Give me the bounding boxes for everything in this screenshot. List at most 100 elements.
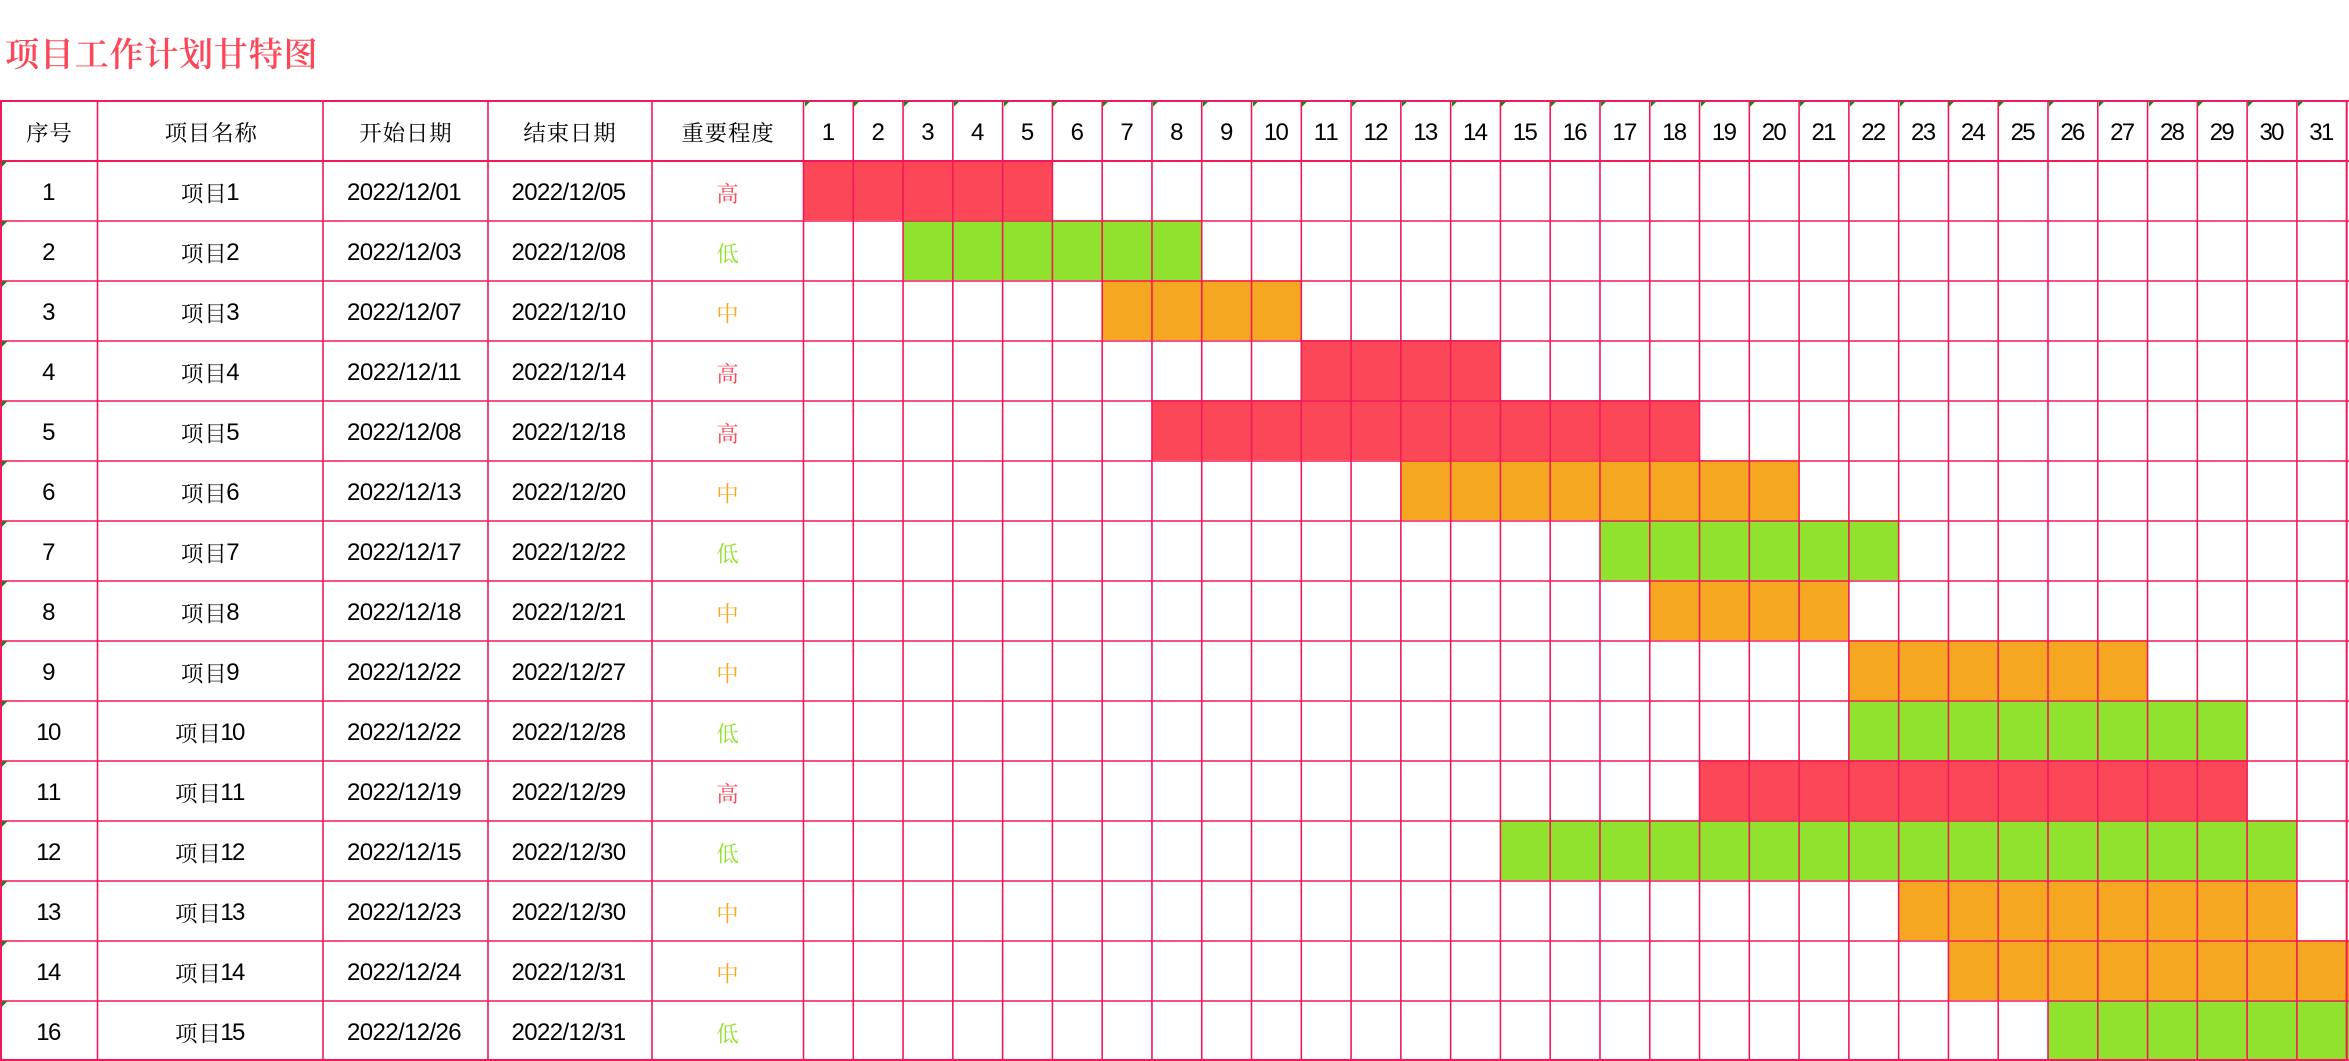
svg-text:1: 1 — [1363, 119, 1376, 146]
svg-text:0: 0 — [232, 719, 245, 746]
svg-text:3: 3 — [2309, 119, 2322, 146]
svg-text:2022/12/20: 2022/12/20 — [512, 479, 627, 506]
svg-text:2: 2 — [2060, 119, 2073, 146]
svg-text:9: 9 — [226, 659, 239, 686]
svg-text:4: 4 — [1972, 119, 1985, 146]
svg-text:6: 6 — [2072, 119, 2085, 146]
svg-text:5: 5 — [232, 1019, 245, 1046]
svg-text:1: 1 — [36, 959, 49, 986]
svg-text:6: 6 — [1071, 119, 1084, 146]
svg-text:2022/12/27: 2022/12/27 — [512, 659, 627, 686]
svg-text:3: 3 — [1425, 119, 1438, 146]
svg-text:9: 9 — [1724, 119, 1737, 146]
svg-text:4: 4 — [42, 359, 55, 386]
svg-text:0: 0 — [48, 719, 61, 746]
svg-text:1: 1 — [36, 1019, 49, 1046]
svg-text:8: 8 — [1674, 119, 1687, 146]
svg-text:2022/12/13: 2022/12/13 — [347, 479, 462, 506]
svg-text:1: 1 — [226, 179, 239, 206]
svg-text:2: 2 — [1911, 119, 1924, 146]
svg-text:6: 6 — [48, 1019, 61, 1046]
svg-text:3: 3 — [232, 899, 245, 926]
svg-text:2022/12/30: 2022/12/30 — [512, 839, 627, 866]
svg-text:2022/12/17: 2022/12/17 — [347, 539, 462, 566]
svg-text:1: 1 — [1563, 119, 1576, 146]
svg-text:3: 3 — [226, 299, 239, 326]
svg-text:2022/12/28: 2022/12/28 — [512, 719, 627, 746]
svg-text:2022/12/08: 2022/12/08 — [347, 419, 462, 446]
svg-text:5: 5 — [1021, 119, 1034, 146]
svg-text:2022/12/18: 2022/12/18 — [512, 419, 627, 446]
svg-text:8: 8 — [42, 599, 55, 626]
svg-text:6: 6 — [1574, 119, 1587, 146]
svg-text:4: 4 — [232, 959, 245, 986]
svg-text:2: 2 — [871, 119, 884, 146]
svg-text:7: 7 — [2122, 119, 2135, 146]
svg-text:6: 6 — [42, 479, 55, 506]
svg-text:2022/12/01: 2022/12/01 — [347, 179, 462, 206]
svg-text:4: 4 — [971, 119, 984, 146]
svg-text:0: 0 — [1276, 119, 1289, 146]
svg-text:2022/12/10: 2022/12/10 — [512, 299, 627, 326]
svg-text:0: 0 — [2271, 119, 2284, 146]
svg-text:7: 7 — [226, 539, 239, 566]
svg-text:1: 1 — [1513, 119, 1526, 146]
svg-text:3: 3 — [1923, 119, 1936, 146]
svg-text:2: 2 — [1873, 119, 1886, 146]
svg-text:3: 3 — [48, 899, 61, 926]
svg-text:9: 9 — [2221, 119, 2234, 146]
svg-text:1: 1 — [36, 779, 49, 806]
svg-text:2022/12/29: 2022/12/29 — [512, 779, 627, 806]
svg-text:3: 3 — [921, 119, 934, 146]
svg-text:2022/12/31: 2022/12/31 — [512, 1019, 627, 1046]
svg-text:9: 9 — [1220, 119, 1233, 146]
svg-text:3: 3 — [42, 299, 55, 326]
svg-text:4: 4 — [226, 359, 239, 386]
svg-text:2: 2 — [1375, 119, 1388, 146]
svg-text:1: 1 — [1264, 119, 1277, 146]
svg-text:1: 1 — [1325, 119, 1338, 146]
svg-text:2: 2 — [1811, 119, 1824, 146]
svg-text:2022/12/18: 2022/12/18 — [347, 599, 462, 626]
svg-text:2022/12/19: 2022/12/19 — [347, 779, 462, 806]
svg-text:1: 1 — [1413, 119, 1426, 146]
svg-text:2022/12/31: 2022/12/31 — [512, 959, 627, 986]
svg-text:2: 2 — [48, 839, 61, 866]
svg-text:2022/12/11: 2022/12/11 — [347, 359, 462, 386]
svg-text:2022/12/22: 2022/12/22 — [512, 539, 627, 566]
svg-text:1: 1 — [1823, 119, 1836, 146]
svg-text:1: 1 — [36, 719, 49, 746]
svg-text:2022/12/24: 2022/12/24 — [347, 959, 462, 986]
svg-text:5: 5 — [1524, 119, 1537, 146]
svg-text:2: 2 — [2160, 119, 2173, 146]
svg-text:9: 9 — [42, 659, 55, 686]
svg-text:7: 7 — [1120, 119, 1133, 146]
svg-text:2: 2 — [2110, 119, 2123, 146]
svg-text:1: 1 — [220, 959, 233, 986]
svg-text:1: 1 — [1314, 119, 1327, 146]
svg-text:6: 6 — [226, 479, 239, 506]
svg-text:1: 1 — [1463, 119, 1476, 146]
svg-text:2022/12/05: 2022/12/05 — [512, 179, 627, 206]
svg-text:2: 2 — [1762, 119, 1775, 146]
svg-text:5: 5 — [42, 419, 55, 446]
svg-text:1: 1 — [220, 779, 233, 806]
svg-text:7: 7 — [42, 539, 55, 566]
svg-text:2022/12/03: 2022/12/03 — [347, 239, 462, 266]
svg-text:2022/12/26: 2022/12/26 — [347, 1019, 462, 1046]
svg-text:2022/12/21: 2022/12/21 — [512, 599, 627, 626]
svg-text:2: 2 — [2011, 119, 2024, 146]
svg-text:1: 1 — [48, 779, 61, 806]
svg-text:3: 3 — [2260, 119, 2273, 146]
svg-text:1: 1 — [2321, 119, 2334, 146]
svg-text:1: 1 — [1612, 119, 1625, 146]
svg-text:1: 1 — [220, 899, 233, 926]
svg-text:5: 5 — [2022, 119, 2035, 146]
svg-text:1: 1 — [220, 1019, 233, 1046]
svg-text:8: 8 — [1170, 119, 1183, 146]
svg-text:2: 2 — [1961, 119, 1974, 146]
svg-text:2022/12/22: 2022/12/22 — [347, 659, 462, 686]
svg-text:1: 1 — [42, 179, 55, 206]
svg-text:1: 1 — [232, 779, 245, 806]
svg-text:2022/12/30: 2022/12/30 — [512, 899, 627, 926]
